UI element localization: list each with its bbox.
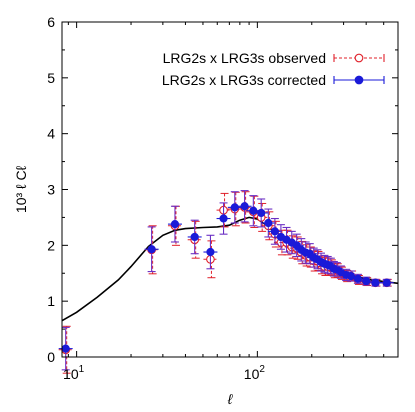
x-axis-label: ℓ (227, 391, 233, 407)
y-tick-label: 4 (47, 126, 55, 142)
corrected-point (261, 208, 276, 238)
corrected-marker (206, 247, 215, 257)
legend-label: LRG2s x LRG3s corrected (162, 72, 326, 88)
corrected-point (216, 202, 231, 235)
axes: 0 1 2 3 4 5 6 101 102 (47, 14, 398, 382)
corrected-marker (61, 344, 70, 353)
legend-marker (354, 75, 364, 85)
corrected-marker (257, 208, 266, 218)
legend-item-corrected: LRG2s x LRG3s corrected (162, 72, 385, 88)
corrected-point (379, 278, 394, 287)
corrected-marker (219, 214, 228, 223)
corrected-marker (147, 245, 156, 254)
corrected-point (350, 273, 365, 284)
corrected-marker (170, 220, 180, 229)
corrected-marker (362, 276, 371, 286)
corrected-point (144, 226, 159, 273)
legend-item-observed: LRG2s x LRG3s observed (163, 50, 385, 66)
corrected-marker (190, 232, 199, 242)
legend-marker (354, 53, 364, 63)
corrected-point (167, 205, 182, 243)
y-tick-label: 2 (47, 237, 55, 253)
corrected-point (187, 219, 202, 255)
legend: LRG2s x LRG3s observed LRG2s x LRG3s corr… (162, 50, 385, 88)
corrected-marker (371, 278, 380, 287)
plot-area (58, 190, 399, 374)
corrected-point (284, 230, 299, 255)
corrected-point (237, 190, 252, 223)
y-tick-label: 0 (47, 349, 55, 365)
x-tick-label: 102 (244, 364, 266, 382)
corrected-point (267, 217, 282, 245)
corrected-point (227, 191, 242, 224)
corrected-marker (346, 271, 356, 281)
corrected-marker (240, 202, 249, 211)
x-tick-label: 101 (63, 364, 85, 382)
corrected-marker (230, 203, 239, 212)
corrected-marker (382, 278, 391, 287)
corrected-marker (270, 227, 279, 236)
y-tick-label: 5 (47, 70, 55, 86)
corrected-marker (264, 218, 273, 228)
corrected-point (58, 326, 73, 371)
y-tick-label: 3 (47, 182, 55, 198)
y-tick-label: 1 (47, 293, 55, 309)
corrected-point (359, 276, 374, 286)
corrected-point (254, 198, 269, 228)
y-tick-label: 6 (47, 14, 55, 30)
legend-label: LRG2s x LRG3s observed (163, 50, 326, 66)
corrected-point (203, 234, 218, 270)
corrected-point (333, 265, 348, 279)
y-axis-label: 10³ ℓ Cℓ (13, 165, 29, 213)
